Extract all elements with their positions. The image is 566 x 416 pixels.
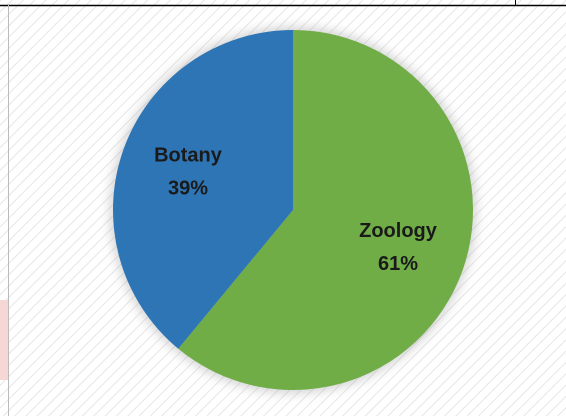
slice-category-label: Zoology [359,220,438,242]
pie-slice [113,30,294,349]
edge-mark [0,300,8,380]
slice-value-label: 61% [378,253,418,275]
pie-slice [178,30,474,390]
slice-value-label: 39% [168,177,208,199]
slice-category-label: Botany [154,144,223,166]
